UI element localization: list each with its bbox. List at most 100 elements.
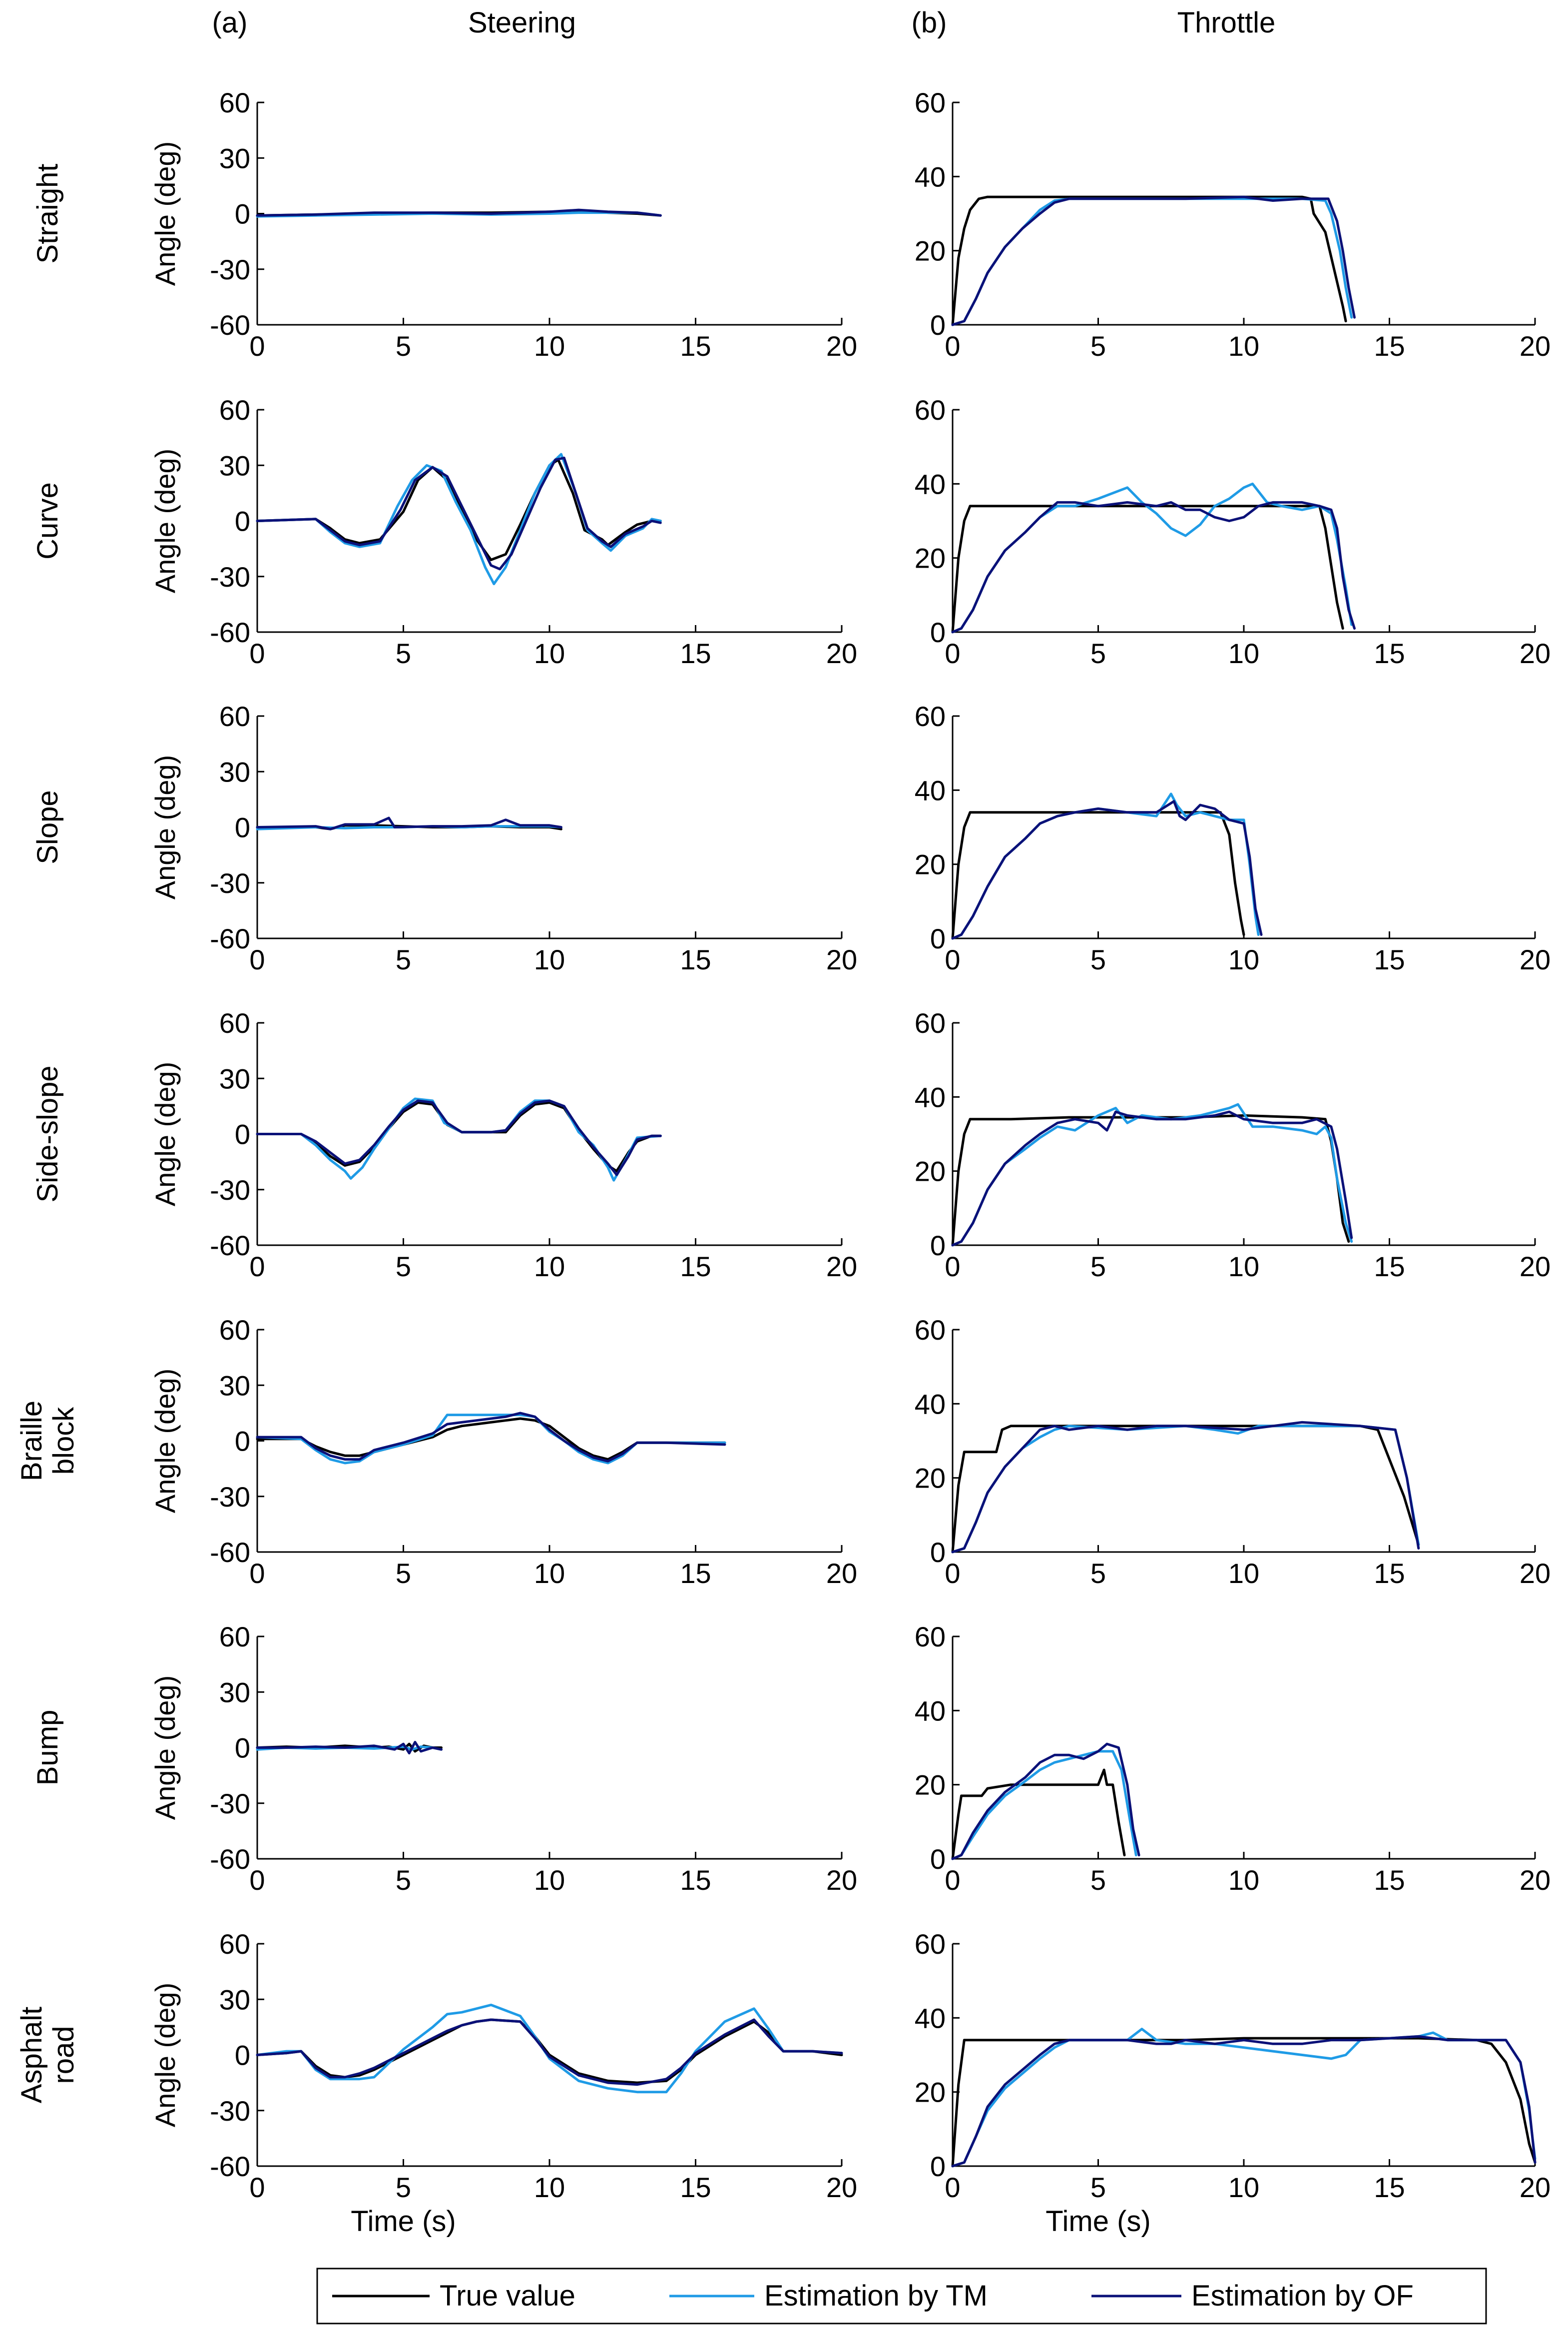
series-line-estimation-by-of <box>951 1421 1420 1554</box>
plot-throttle-braille-block: 0 5 10 15 20 0 20 40 60 <box>915 1314 1551 1589</box>
series-line-estimation-by-tm <box>951 1103 1353 1247</box>
x-tick-label: 20 <box>826 944 857 975</box>
x-tick-label: 0 <box>249 944 265 975</box>
y-tick-label: 0 <box>930 1537 946 1568</box>
row-label-bump: Bump <box>31 1710 64 1786</box>
y-tick-label: 20 <box>915 543 946 574</box>
x-tick-label: 20 <box>1520 2172 1551 2203</box>
y-tick-label: 60 <box>915 394 946 426</box>
x-tick-label: 0 <box>249 638 265 669</box>
row-label-line: Slope <box>31 790 64 864</box>
plot-throttle-asphalt-road: 0 5 10 15 20 0 20 40 60 Time (s) <box>915 1928 1551 2238</box>
y-tick-label: 60 <box>219 1928 250 1960</box>
row-label-slope: Slope <box>31 790 64 864</box>
x-tick-label: 15 <box>680 638 711 669</box>
y-tick-label: 0 <box>235 1732 250 1764</box>
x-tick-label: 5 <box>396 1251 411 1282</box>
y-tick-label: 30 <box>219 142 250 174</box>
row-label-line: Bump <box>31 1710 64 1786</box>
series-line-true-value <box>951 811 1245 940</box>
y-tick-label: -60 <box>210 1537 250 1568</box>
x-tick-label: 10 <box>534 1558 565 1589</box>
x-tick-label: 20 <box>826 1251 857 1282</box>
row-label-braille-block: Brailleblock <box>15 1401 80 1481</box>
row-label-asphalt-road: Asphaltroad <box>15 2007 80 2103</box>
series-line-estimation-by-of <box>256 816 562 830</box>
x-tick-label: 5 <box>1090 1864 1106 1896</box>
y-tick-label: 0 <box>930 2151 946 2182</box>
x-tick-label: 5 <box>1090 2172 1106 2203</box>
y-tick-label: 60 <box>219 87 250 118</box>
legend-label-of: Estimation by OF <box>1191 2280 1414 2312</box>
y-tick-label: 0 <box>930 617 946 648</box>
y-tick-label: 60 <box>219 701 250 732</box>
legend-label-tm: Estimation by TM <box>764 2280 988 2312</box>
x-tick-label: 0 <box>945 1251 960 1282</box>
y-tick-label: 40 <box>915 775 946 806</box>
series-line-true-value <box>951 1768 1126 1860</box>
plot-throttle-straight: 0 5 10 15 20 0 20 40 60 <box>915 87 1551 362</box>
x-tick-label: 15 <box>680 330 711 362</box>
y-tick-label: 60 <box>915 1928 946 1960</box>
row-label-line: Braille <box>15 1401 48 1481</box>
x-tick-label: 15 <box>1374 1251 1405 1282</box>
y-tick-label: -30 <box>210 1481 250 1513</box>
y-tick-label: 20 <box>915 849 946 880</box>
legend: True value Estimation by TM Estimation b… <box>316 2268 1487 2325</box>
x-tick-label: 5 <box>1090 330 1106 362</box>
y-tick-label: 30 <box>219 1676 250 1708</box>
x-tick-label: 15 <box>1374 2172 1405 2203</box>
plot-throttle-curve: 0 5 10 15 20 0 20 40 60 <box>915 394 1551 669</box>
y-tick-label: 0 <box>235 812 250 843</box>
y-tick-label: -60 <box>210 1230 250 1261</box>
x-tick-label: 5 <box>1090 1251 1106 1282</box>
y-tick-label: 40 <box>915 1695 946 1726</box>
plot-steering-straight: 0 5 10 15 20 -60 -30 0 30 60 Angle (deg) <box>149 87 857 362</box>
plot-steering-asphalt-road: 0 5 10 15 20 -60 -30 0 30 60 Angle (deg) Time (s) <box>149 1928 857 2238</box>
y-tick-label: -60 <box>210 309 250 341</box>
y-tick-label: 60 <box>219 1621 250 1652</box>
series-line-estimation-by-of <box>951 2035 1537 2168</box>
x-tick-label: 20 <box>1520 1251 1551 1282</box>
x-tick-label: 5 <box>396 330 411 362</box>
series-line-estimation-by-tm <box>951 1750 1137 1860</box>
y-tick-label: 0 <box>930 309 946 341</box>
row-label-straight: Straight <box>31 164 64 264</box>
row-label-side-slope: Side-slope <box>31 1065 64 1202</box>
x-tick-label: 0 <box>249 330 265 362</box>
x-tick-label: 10 <box>534 1864 565 1896</box>
x-tick-label: 5 <box>1090 944 1106 975</box>
y-tick-label: -60 <box>210 617 250 648</box>
y-axis-label: Angle (deg) <box>149 1983 181 2128</box>
x-tick-label: 0 <box>945 330 960 362</box>
x-tick-label: 0 <box>945 1864 960 1896</box>
y-tick-label: 30 <box>219 1063 250 1094</box>
plot-throttle-bump: 0 5 10 15 20 0 20 40 60 <box>915 1621 1551 1896</box>
y-tick-label: 0 <box>235 198 250 230</box>
x-tick-label: 10 <box>534 2172 565 2203</box>
x-tick-label: 5 <box>396 2172 411 2203</box>
y-tick-label: 60 <box>219 1314 250 1346</box>
x-tick-label: 20 <box>826 1558 857 1589</box>
row-label-line: block <box>47 1407 80 1475</box>
plot-steering-slope: 0 5 10 15 20 -60 -30 0 30 60 Angle (deg) <box>149 701 857 975</box>
plot-steering-curve: 0 5 10 15 20 -60 -30 0 30 60 Angle (deg) <box>149 394 857 669</box>
row-label-curve: Curve <box>31 482 64 560</box>
plot-throttle-side-slope: 0 5 10 15 20 0 20 40 60 <box>915 1007 1551 1282</box>
x-tick-label: 15 <box>1374 638 1405 669</box>
y-tick-label: 0 <box>235 1119 250 1150</box>
y-tick-label: -30 <box>210 561 250 593</box>
x-tick-label: 20 <box>1520 944 1551 975</box>
y-tick-label: 60 <box>219 1007 250 1039</box>
y-tick-label: -60 <box>210 923 250 954</box>
x-tick-label: 20 <box>1520 1864 1551 1896</box>
x-tick-label: 15 <box>680 1864 711 1896</box>
series-line-true-value <box>951 505 1344 634</box>
y-tick-label: -30 <box>210 867 250 899</box>
row-label-line: Straight <box>31 164 64 264</box>
y-tick-label: 0 <box>930 1230 946 1261</box>
y-tick-label: 20 <box>915 2077 946 2108</box>
y-tick-label: 40 <box>915 161 946 192</box>
y-tick-label: 40 <box>915 1081 946 1113</box>
x-tick-label: 0 <box>249 1864 265 1896</box>
